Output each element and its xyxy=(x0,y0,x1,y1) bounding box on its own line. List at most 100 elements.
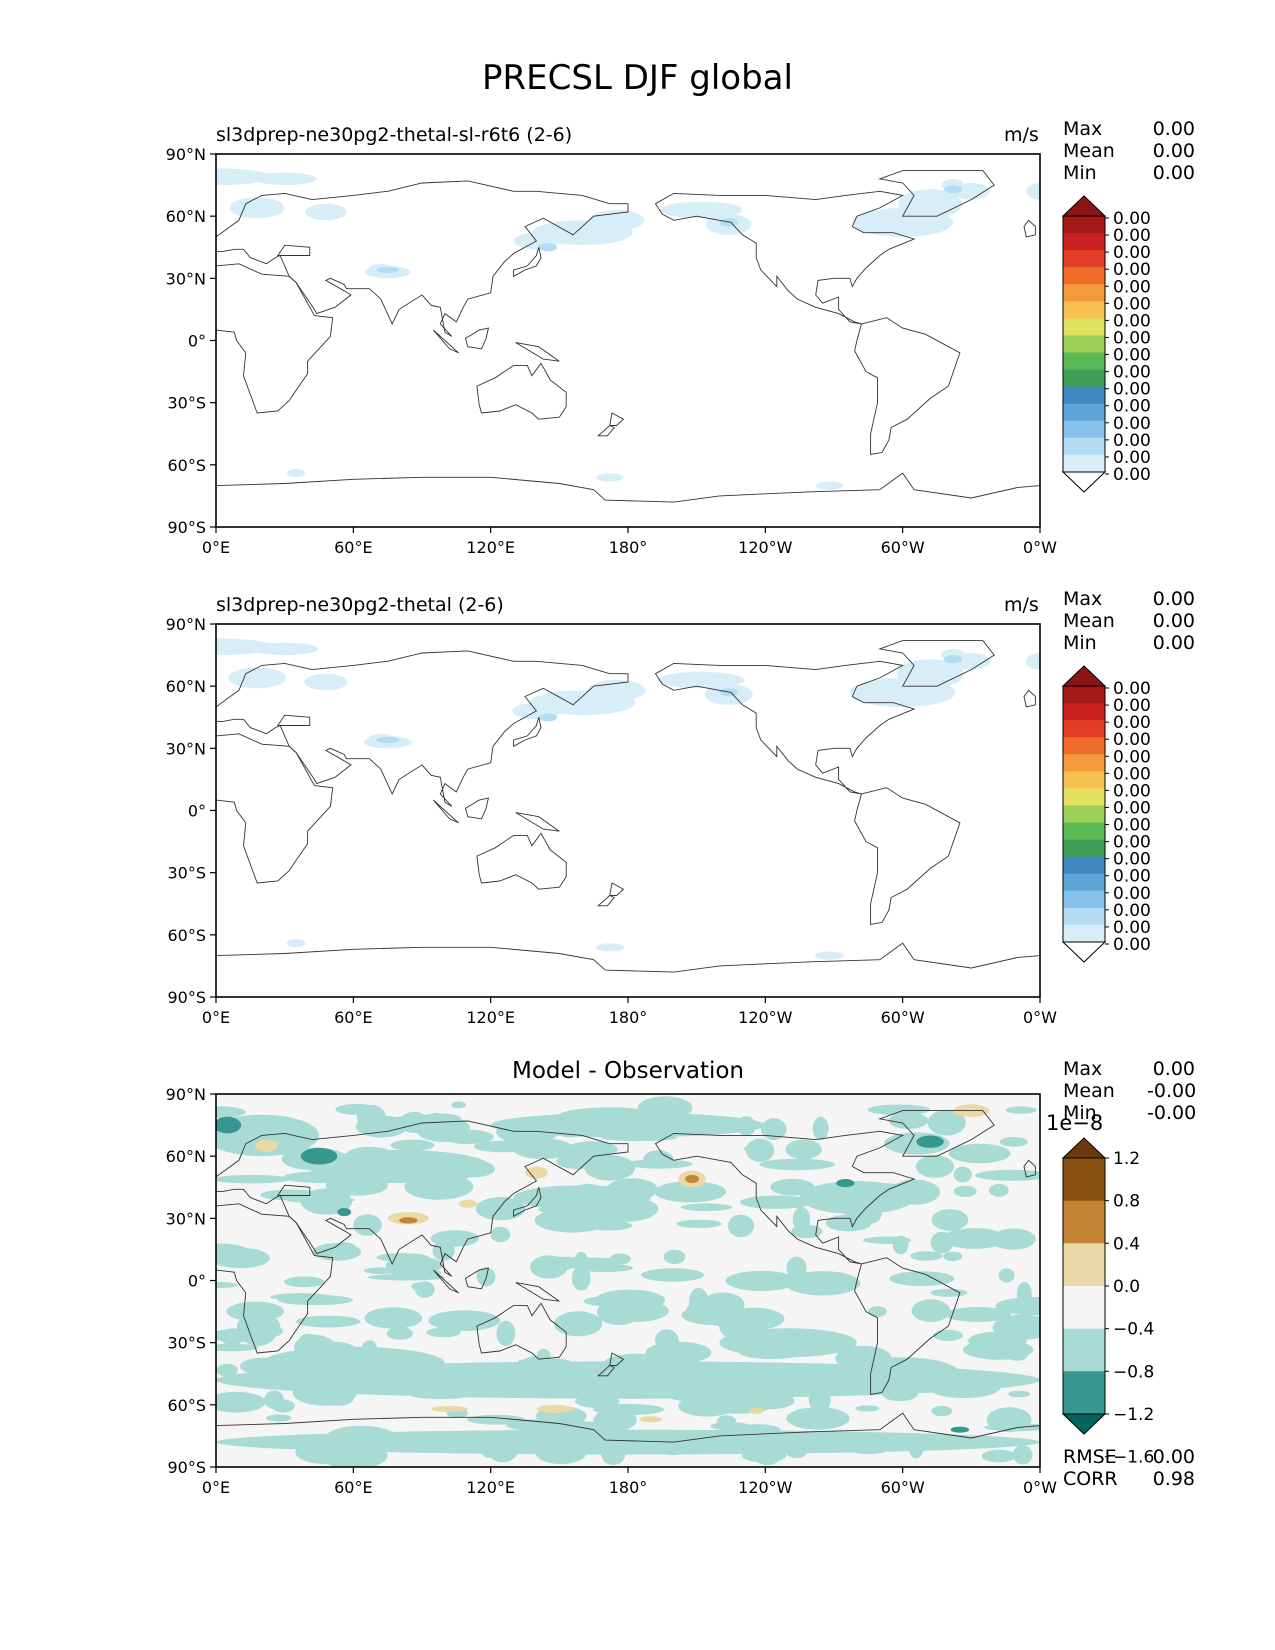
diff-positive xyxy=(933,1329,963,1341)
coastline xyxy=(878,1110,995,1157)
diff-positive-band xyxy=(261,1346,445,1380)
panel-3-title: Model - Observation xyxy=(511,1058,745,1084)
colorbar-label: 0.00 xyxy=(1113,431,1151,451)
colorbar-label: 0.00 xyxy=(1113,226,1151,246)
panel-3-min: Min -0.00 xyxy=(1063,1102,1197,1124)
diff-positive xyxy=(1016,1281,1032,1306)
x-tick-label: 120°E xyxy=(466,538,515,557)
coastline xyxy=(654,1130,916,1265)
diff-positive xyxy=(530,1255,568,1279)
coastline xyxy=(513,247,542,278)
coastline xyxy=(276,714,311,726)
diff-positive xyxy=(991,1228,1036,1250)
colorbar-extend-bottom xyxy=(1061,1413,1107,1435)
colorbar-label: 0.00 xyxy=(1113,764,1151,784)
diff-positive xyxy=(385,1256,443,1274)
colorbar-label: 1.2 xyxy=(1113,1149,1140,1169)
colorbar-extend-top xyxy=(1061,1137,1107,1159)
diff-positive xyxy=(355,1115,408,1138)
diff-positive xyxy=(216,1391,266,1413)
coastline xyxy=(1023,219,1036,238)
diff-positive xyxy=(364,1307,423,1329)
y-tick-label: 30°S xyxy=(167,1334,206,1353)
coastline xyxy=(609,412,625,426)
diff-positive xyxy=(409,1187,430,1195)
colorbar-segment xyxy=(1063,737,1105,755)
coastline xyxy=(216,1412,1040,1443)
colorbar-segment xyxy=(1063,805,1105,824)
colorbar-segment xyxy=(1063,703,1105,721)
y-tick-label: 60°N xyxy=(166,1147,206,1166)
colorbar-segment xyxy=(1063,1200,1105,1244)
diff-positive xyxy=(986,1407,1032,1433)
colorbar-segment xyxy=(1063,754,1105,772)
diff-positive xyxy=(785,1271,861,1296)
diff-positive xyxy=(867,1104,931,1116)
diff-positive xyxy=(216,1243,252,1263)
precip-patch-heavy xyxy=(538,243,558,252)
colorbar-label: 0.00 xyxy=(1113,730,1151,750)
coastline xyxy=(597,894,616,907)
diff-positive xyxy=(496,1320,516,1347)
diff-positive xyxy=(585,1220,633,1231)
precip-patch xyxy=(286,939,306,948)
y-tick-label: 30°N xyxy=(166,1209,206,1228)
precip-patch xyxy=(305,203,347,221)
x-tick-label: 60°E xyxy=(334,1008,372,1027)
y-tick-label: 90°S xyxy=(167,518,206,537)
diff-positive xyxy=(981,1449,1016,1463)
diff-positive xyxy=(701,1292,745,1317)
panel-1-mean: Mean 0.00 xyxy=(1063,140,1195,162)
diff-positive xyxy=(554,1311,603,1337)
colorbar-segment xyxy=(1063,1243,1105,1287)
colorbar-label: 0.00 xyxy=(1113,935,1151,955)
colorbar-label: −0.4 xyxy=(1113,1320,1154,1340)
colorbar-segment xyxy=(1063,856,1105,875)
diff-positive xyxy=(430,1230,480,1247)
coastline xyxy=(609,1352,625,1366)
colorbar-label: 0.00 xyxy=(1113,448,1151,468)
colorbar-segment xyxy=(1063,301,1105,319)
colorbar-segment xyxy=(1063,352,1105,371)
diff-positive xyxy=(681,1203,733,1211)
diff-positive xyxy=(716,1415,737,1428)
panel-3-max: Max 0.00 xyxy=(1063,1058,1195,1080)
colorbar-segment xyxy=(1063,686,1105,704)
colorbar-label: 0.00 xyxy=(1113,816,1151,836)
colorbar-segment xyxy=(1063,720,1105,738)
x-tick-label: 0°W xyxy=(1023,1008,1057,1027)
diff-positive xyxy=(759,1158,836,1171)
precip-patch xyxy=(595,943,625,952)
colorbar-label: 0.00 xyxy=(1113,397,1151,417)
y-tick-label: 90°N xyxy=(166,145,206,164)
colorbar-segment xyxy=(1063,437,1105,456)
diff-positive xyxy=(260,1189,322,1201)
diff-positive xyxy=(575,1263,634,1273)
panel-1-title: sl3dprep-ne30pg2-thetal-sl-r6t6 (2-6) xyxy=(216,124,573,146)
coastline xyxy=(216,650,629,807)
diff-positive xyxy=(812,1116,829,1141)
coastline xyxy=(216,472,1040,503)
colorbar-label: 0.00 xyxy=(1113,243,1151,263)
colorbar-label: −0.8 xyxy=(1113,1362,1154,1382)
coastline xyxy=(433,1269,459,1294)
precip-patch xyxy=(229,197,285,219)
colorbar-segment xyxy=(1063,924,1105,943)
diff-positive xyxy=(390,1139,435,1151)
colorbar-frame xyxy=(1062,215,1106,473)
x-tick-label: 180° xyxy=(609,538,648,557)
coastline xyxy=(854,787,961,926)
diff-positive xyxy=(216,1281,238,1289)
colorbar-label: 0.00 xyxy=(1113,311,1151,331)
diff-positive xyxy=(930,1288,968,1297)
colorbar-segment xyxy=(1063,318,1105,336)
colorbar-label: 0.00 xyxy=(1113,696,1151,716)
diff-positive xyxy=(643,1150,674,1169)
coastline xyxy=(515,812,560,832)
diff-positive xyxy=(792,1206,811,1232)
diff-positive xyxy=(786,1407,850,1430)
diff-positive xyxy=(475,1197,526,1221)
panel-2-min: Min 0.00 xyxy=(1063,632,1195,654)
diff-positive xyxy=(270,1293,333,1301)
panel-2-title: sl3dprep-ne30pg2-thetal (2-6) xyxy=(216,594,504,616)
